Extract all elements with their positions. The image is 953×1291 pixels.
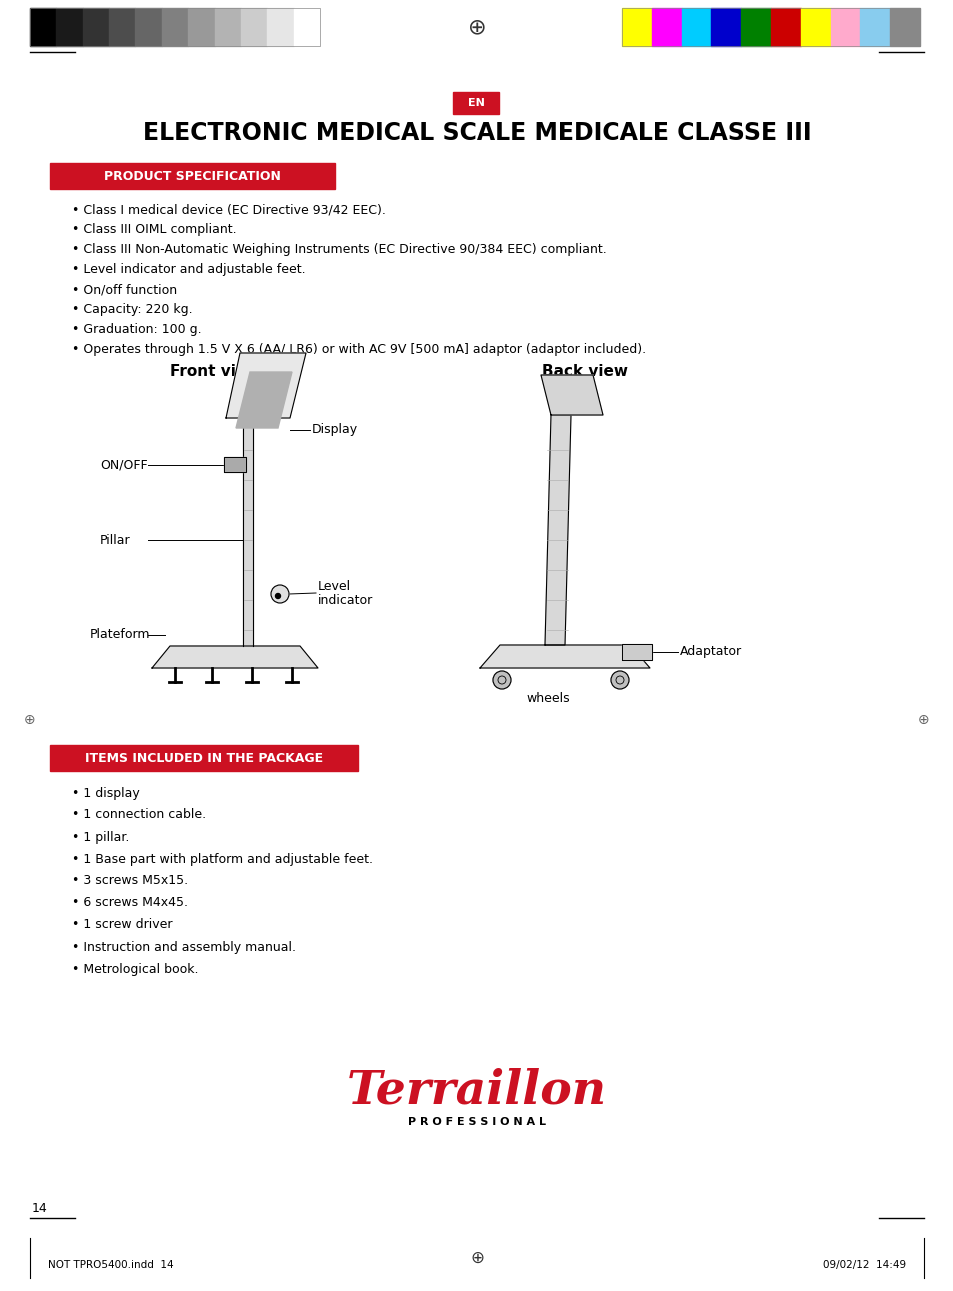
Text: ITEMS INCLUDED IN THE PACKAGE: ITEMS INCLUDED IN THE PACKAGE [85,751,323,764]
Circle shape [271,585,289,603]
Text: • 3 screws M5x15.: • 3 screws M5x15. [71,874,188,887]
Bar [135,8,162,46]
Bar [711,8,740,46]
Text: • 1 screw driver: • 1 screw driver [71,918,172,932]
Text: • Class III OIML compliant.: • Class III OIML compliant. [71,223,236,236]
Bar [109,8,135,46]
Text: • 1 Base part with platform and adjustable feet.: • 1 Base part with platform and adjustab… [71,852,373,865]
Bar [267,8,294,46]
Text: EN: EN [467,98,484,108]
Bar [30,8,56,46]
Bar [860,8,889,46]
Text: Pillar: Pillar [100,533,131,546]
Circle shape [275,594,280,599]
Text: Level: Level [317,580,351,593]
Text: ⊕: ⊕ [467,17,486,37]
Polygon shape [621,644,651,660]
Text: • Level indicator and adjustable feet.: • Level indicator and adjustable feet. [71,263,305,276]
Circle shape [610,671,628,689]
Text: Front view: Front view [170,364,260,380]
Polygon shape [152,646,317,667]
Text: • Class I medical device (EC Directive 93/42 EEC).: • Class I medical device (EC Directive 9… [71,204,385,217]
Text: indicator: indicator [317,594,373,608]
Bar [241,8,267,46]
Text: • 1 pillar.: • 1 pillar. [71,830,130,843]
Bar [214,8,241,46]
Text: • On/off function: • On/off function [71,284,177,297]
Bar [651,8,680,46]
Bar [680,8,711,46]
Circle shape [493,671,511,689]
Bar [800,8,830,46]
Bar [56,8,83,46]
Text: Display: Display [312,423,357,436]
Text: Plateform: Plateform [90,629,151,642]
Polygon shape [235,372,292,429]
Bar [162,8,188,46]
Text: Adaptator: Adaptator [679,646,741,658]
Text: • Operates through 1.5 V X 6 (AA/ LR6) or with AC 9V [500 mA] adaptor (adaptor i: • Operates through 1.5 V X 6 (AA/ LR6) o… [71,343,645,356]
Polygon shape [224,457,246,473]
Polygon shape [540,374,602,414]
Polygon shape [544,414,571,646]
Text: • 1 connection cable.: • 1 connection cable. [71,808,206,821]
Bar [294,8,319,46]
Bar [50,745,357,771]
Polygon shape [226,352,306,418]
Text: • Capacity: 220 kg.: • Capacity: 220 kg. [71,303,193,316]
Text: wheels: wheels [526,692,569,705]
Text: 09/02/12  14:49: 09/02/12 14:49 [822,1260,905,1270]
Bar [50,163,335,188]
Bar [770,8,800,46]
Text: • Graduation: 100 g.: • Graduation: 100 g. [71,324,201,337]
Bar [621,8,919,46]
Bar [740,8,770,46]
Text: • 1 display: • 1 display [71,786,139,799]
Text: ⊕: ⊕ [24,713,36,727]
Text: ELECTRONIC MEDICAL SCALE MEDICALE CLASSE III: ELECTRONIC MEDICAL SCALE MEDICALE CLASSE… [143,121,810,145]
Bar [453,92,498,114]
Text: • Class III Non-Automatic Weighing Instruments (EC Directive 90/384 EEC) complia: • Class III Non-Automatic Weighing Instr… [71,244,606,257]
Bar [83,8,109,46]
Text: 14: 14 [32,1202,48,1215]
Text: ON/OFF: ON/OFF [100,458,148,471]
Text: NOT TPRO5400.indd  14: NOT TPRO5400.indd 14 [48,1260,173,1270]
Text: Terraillon: Terraillon [347,1066,606,1113]
Polygon shape [479,646,649,667]
Text: • Instruction and assembly manual.: • Instruction and assembly manual. [71,941,295,954]
Text: ⊕: ⊕ [470,1248,483,1266]
Text: PRODUCT SPECIFICATION: PRODUCT SPECIFICATION [104,169,280,182]
Text: • 6 screws M4x45.: • 6 screws M4x45. [71,896,188,909]
Text: ⊕: ⊕ [917,713,929,727]
Polygon shape [243,418,253,646]
Text: P R O F E S S I O N A L: P R O F E S S I O N A L [408,1117,545,1127]
Bar [889,8,919,46]
Bar [188,8,214,46]
Bar [30,8,319,46]
Bar [621,8,651,46]
Bar [830,8,860,46]
Text: Back view: Back view [541,364,627,380]
Text: • Metrological book.: • Metrological book. [71,963,198,976]
